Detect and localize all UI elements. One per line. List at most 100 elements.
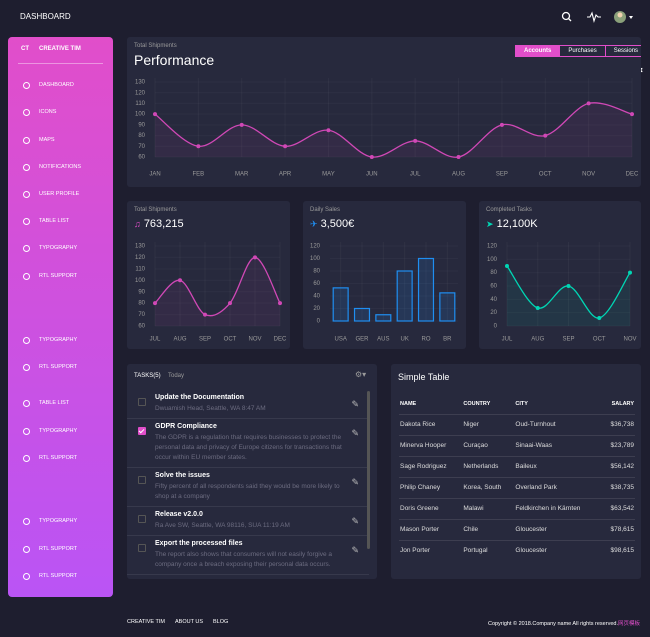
y-tick-label: 100 <box>135 112 146 118</box>
x-tick-label: DEC <box>274 337 287 343</box>
y-tick-label: 120 <box>310 244 321 250</box>
nav-item[interactable]: TYPOGRAPHY <box>8 426 77 436</box>
nav-item[interactable]: NOTIFICATIONS <box>8 162 81 172</box>
y-tick-label: 120 <box>487 244 498 250</box>
point <box>203 312 207 317</box>
table-cell: $56,142 <box>601 455 635 477</box>
line <box>154 102 633 158</box>
headline: 12,100K <box>496 218 538 230</box>
nav-icon <box>23 363 30 371</box>
footer-copyright: Copyright © 2018.Company name All rights… <box>488 619 640 627</box>
checkbox[interactable] <box>138 544 146 552</box>
nav-icon <box>23 454 30 462</box>
table-cell: Korea, South <box>462 476 515 498</box>
nav-label: TABLE LIST <box>39 400 70 406</box>
nav-item[interactable]: RTL SUPPORT <box>8 571 77 581</box>
tab[interactable]: Accounts <box>515 45 561 57</box>
y-tick-label: 120 <box>135 90 146 96</box>
credit[interactable]: 网页模板 <box>617 621 640 627</box>
nav-label: DASHBOARD <box>39 82 74 88</box>
nav-item[interactable]: MAPS <box>8 135 55 145</box>
nav-item[interactable]: TABLE LIST <box>8 216 69 226</box>
tasks-chart-card: Completed Tasks ➤ 12,100K 0 20 40 60 80 100 12… <box>479 201 641 349</box>
nav-label: RTL SUPPORT <box>39 273 78 279</box>
edit-button[interactable]: ✎ <box>351 477 359 487</box>
point <box>630 112 634 117</box>
nav-item[interactable]: RTL SUPPORT <box>8 453 77 463</box>
table-cell: Niger <box>462 413 515 435</box>
chart: 0 20 40 60 80 100 120 USA GER AUS UK RO BR <box>310 242 456 343</box>
point <box>369 155 374 159</box>
nav-icon <box>23 81 30 89</box>
nav-item[interactable]: TYPOGRAPHY <box>8 335 77 345</box>
task-title: Update the Documentation <box>155 394 245 401</box>
edit-button[interactable]: ✎ <box>351 516 359 526</box>
point <box>253 255 257 260</box>
footer-link[interactable]: BLOG <box>213 619 229 625</box>
nav-item[interactable]: RTL SUPPORT <box>8 362 77 372</box>
task-list: Update the Documentation Dwuamish Head, S… <box>127 390 369 579</box>
checkbox[interactable] <box>138 398 146 406</box>
nav-icon <box>23 545 30 553</box>
card-headline: ♫ 763,215 <box>134 218 184 230</box>
bar <box>417 257 435 322</box>
y-tick-label: 0 <box>494 324 498 330</box>
nav-label: TYPOGRAPHY <box>39 428 78 434</box>
card-subtitle: Total Shipments <box>134 43 177 49</box>
nav-item[interactable]: USER PROFILE <box>8 189 79 199</box>
y-tick-label: 80 <box>138 133 145 139</box>
bar <box>396 270 413 322</box>
nav-item[interactable]: RTL SUPPORT <box>8 544 77 554</box>
table-cell: Overland Park <box>514 476 602 498</box>
x-tick-label: JUN <box>366 172 378 178</box>
nav-item[interactable]: TYPOGRAPHY <box>8 243 77 253</box>
nav-item[interactable]: ICONS <box>8 107 56 117</box>
task-desc: Ra Ave SW, Seattle, WA 98116, SUA 11:19 … <box>155 522 290 529</box>
nav-item[interactable]: RTL SUPPORT <box>8 271 77 281</box>
point <box>628 270 632 275</box>
footer-links: CREATIVE TIM ABOUT US BLOG <box>127 619 228 625</box>
table-title: Simple Table <box>398 372 450 382</box>
task-desc: The report also shows that consumers wil… <box>155 551 333 568</box>
nav-icon <box>23 108 30 116</box>
checkbox[interactable] <box>138 427 146 435</box>
x-tick-label: UK <box>400 337 408 343</box>
nav-item[interactable]: TABLE LIST <box>8 398 69 408</box>
edit-button[interactable]: ✎ <box>351 428 359 438</box>
card-subtitle: Daily Sales <box>310 207 341 213</box>
table-cell: Dakota Rice <box>399 413 463 435</box>
edit-button[interactable]: ✎ <box>351 399 359 409</box>
card-subtitle: Completed Tasks <box>486 207 532 213</box>
tasks-filter: Today <box>168 373 185 379</box>
line <box>154 256 281 317</box>
tasks-menu[interactable]: ⚙▾ <box>355 370 367 379</box>
table-cell: Sage Rodriguez <box>399 455 463 477</box>
nav-label: RTL SUPPORT <box>39 364 78 370</box>
divider <box>18 63 103 64</box>
tab[interactable]: Sessions <box>604 45 641 57</box>
nav-icon <box>23 399 30 407</box>
table-cell: Gloucester <box>514 518 602 540</box>
task: Solve the issues Fifty percent of all res… <box>127 468 369 507</box>
y-tick-label: 90 <box>138 289 145 295</box>
nav-icon <box>23 244 30 252</box>
checkbox[interactable] <box>138 515 146 523</box>
footer-link[interactable]: ABOUT US <box>175 619 204 625</box>
footer-link[interactable]: CREATIVE TIM <box>127 619 165 625</box>
column-header: NAME <box>400 400 417 407</box>
card-subtitle: Total Shipments <box>134 207 177 213</box>
tasks-title: TASKS(5) <box>134 373 161 379</box>
checkbox[interactable] <box>138 476 146 484</box>
nav-icon <box>23 136 30 144</box>
x-tick-label: BR <box>443 337 452 343</box>
x-tick-label: AUG <box>531 337 544 343</box>
x-tick-label: OCT <box>593 337 606 343</box>
edit-button[interactable]: ✎ <box>351 545 359 555</box>
nav-item[interactable]: DASHBOARD <box>8 80 74 90</box>
chart: 0 20 40 60 80 100 120 JUL AUG SEP OCT NOV <box>487 242 637 343</box>
scrollbar[interactable] <box>367 391 370 549</box>
point <box>505 264 509 268</box>
nav-item[interactable]: TYPOGRAPHY <box>8 516 77 526</box>
x-tick-label: NOV <box>582 172 595 178</box>
